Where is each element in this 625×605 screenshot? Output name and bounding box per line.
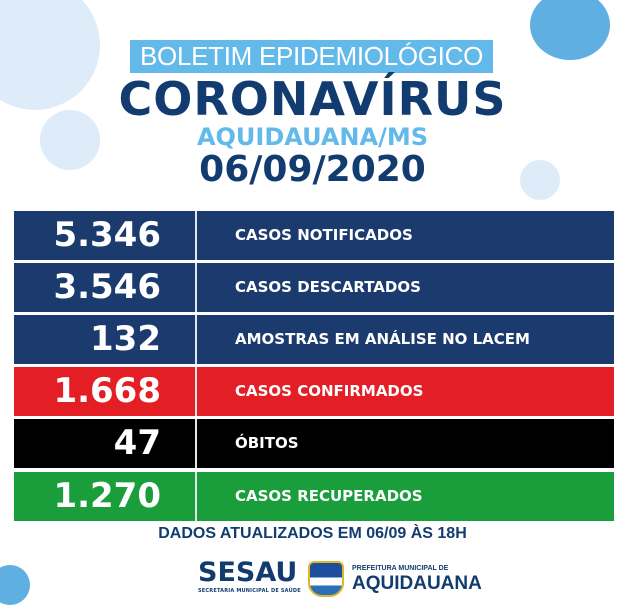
- sesau-text: SESAU: [198, 557, 298, 588]
- stat-label: CASOS NOTIFICADOS: [235, 226, 413, 244]
- stat-row: 1.270 CASOS RECUPERADOS: [14, 472, 614, 521]
- stat-row: 132 AMOSTRAS EM ANÁLISE NO LACEM: [14, 315, 614, 364]
- bulletin-banner: BOLETIM EPIDEMIOLÓGICO: [130, 40, 493, 73]
- stat-label: ÓBITOS: [235, 434, 299, 452]
- sesau-subtitle: SECRETARIA MUNICIPAL DE SAÚDE: [198, 588, 301, 594]
- prefeitura-logo: PREFEITURA MUNICIPAL DE AQUIDAUANA: [352, 564, 482, 595]
- virus-decoration-icon: [40, 110, 100, 170]
- page-title: CORONAVÍRUS: [118, 72, 507, 126]
- stat-value: 47: [14, 419, 197, 468]
- stat-label: AMOSTRAS EM ANÁLISE NO LACEM: [235, 330, 530, 348]
- stat-row: 3.546 CASOS DESCARTADOS: [14, 263, 614, 312]
- city-name: AQUIDAUANA: [352, 573, 482, 594]
- location: AQUIDAUANA/MS: [196, 123, 429, 151]
- stat-value: 132: [14, 315, 197, 364]
- stat-label: CASOS RECUPERADOS: [235, 487, 423, 505]
- stat-value: 1.270: [14, 472, 197, 521]
- stat-value: 5.346: [14, 211, 197, 260]
- stat-row: 47 ÓBITOS: [14, 419, 614, 468]
- virus-decoration-icon: [520, 160, 560, 200]
- prefeitura-text: PREFEITURA MUNICIPAL DE: [352, 565, 449, 572]
- virus-decoration-icon: [530, 0, 610, 60]
- stat-label: CASOS CONFIRMADOS: [235, 382, 424, 400]
- virus-decoration-icon: [0, 565, 30, 605]
- update-note: DADOS ATUALIZADOS EM 06/09 ÀS 18H: [158, 525, 467, 542]
- stat-value: 3.546: [14, 263, 197, 312]
- stat-value: 1.668: [14, 367, 197, 416]
- stat-row: 1.668 CASOS CONFIRMADOS: [14, 367, 614, 416]
- stat-label: CASOS DESCARTADOS: [235, 278, 421, 296]
- stat-row: 5.346 CASOS NOTIFICADOS: [14, 211, 614, 260]
- bulletin-date: 06/09/2020: [199, 149, 426, 190]
- city-crest-icon: [308, 561, 344, 597]
- sesau-logo: SESAU SECRETARIA MUNICIPAL DE SAÚDE: [198, 558, 301, 595]
